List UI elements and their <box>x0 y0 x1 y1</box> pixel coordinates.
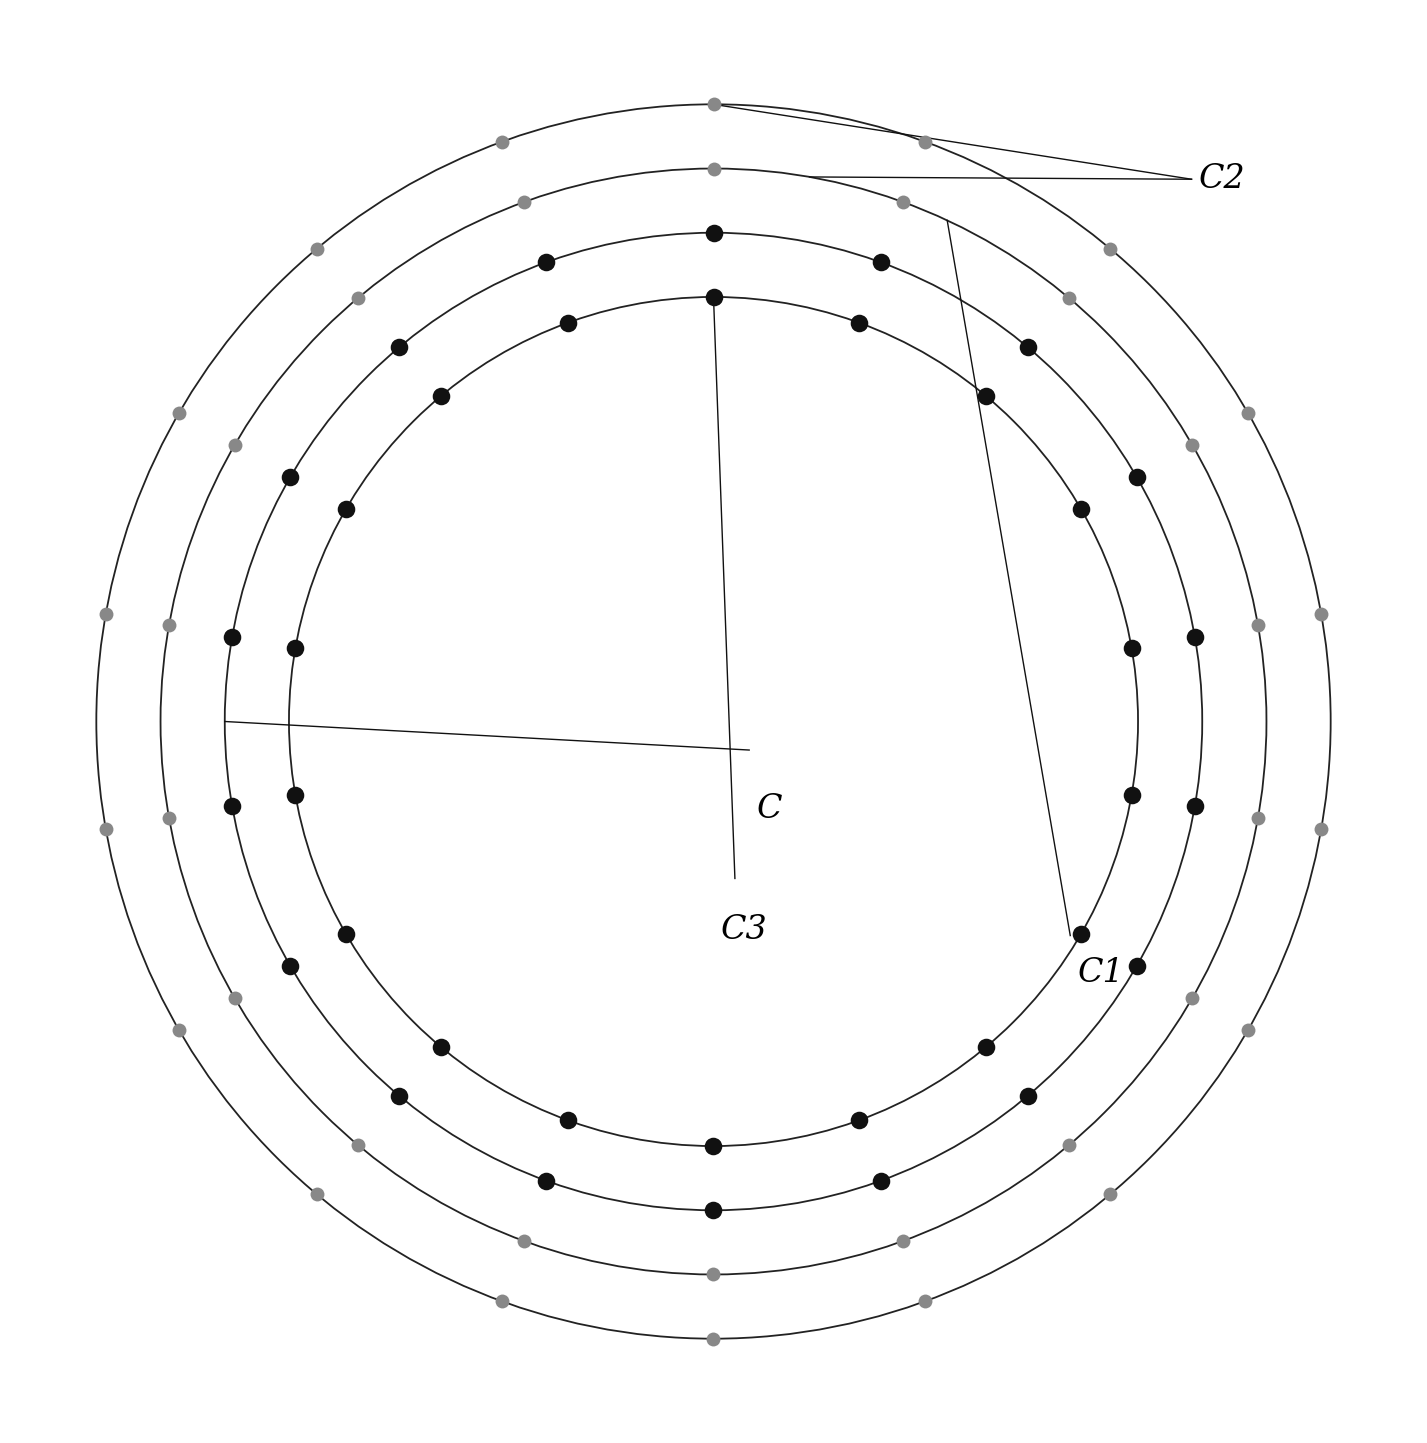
Point <box>913 1290 936 1313</box>
Point <box>1070 922 1093 945</box>
Point <box>913 130 936 153</box>
Point <box>702 221 725 244</box>
Point <box>284 636 307 659</box>
Point <box>284 784 307 807</box>
Point <box>1070 498 1093 521</box>
Point <box>557 1108 579 1131</box>
Point <box>157 613 180 636</box>
Point <box>1237 401 1260 424</box>
Point <box>869 1169 892 1192</box>
Point <box>223 987 245 1010</box>
Point <box>334 498 357 521</box>
Point <box>702 1199 725 1222</box>
Point <box>1247 613 1270 636</box>
Point <box>702 286 725 309</box>
Point <box>221 625 244 648</box>
Point <box>157 807 180 830</box>
Point <box>975 385 997 408</box>
Point <box>167 401 190 424</box>
Point <box>702 1263 725 1286</box>
Point <box>702 157 725 180</box>
Point <box>512 1229 535 1253</box>
Text: C: C <box>756 792 782 825</box>
Text: C3: C3 <box>721 915 768 947</box>
Point <box>892 1229 915 1253</box>
Point <box>1182 987 1204 1010</box>
Point <box>702 92 725 115</box>
Point <box>512 190 535 214</box>
Point <box>1310 817 1333 840</box>
Point <box>430 385 452 408</box>
Point <box>305 1183 328 1206</box>
Point <box>1182 433 1204 456</box>
Point <box>1120 636 1143 659</box>
Point <box>305 237 328 260</box>
Point <box>892 190 915 214</box>
Point <box>278 954 301 977</box>
Point <box>388 336 411 359</box>
Point <box>491 130 514 153</box>
Point <box>1120 784 1143 807</box>
Point <box>1057 286 1080 309</box>
Point <box>1099 237 1122 260</box>
Point <box>1016 336 1039 359</box>
Point <box>278 466 301 489</box>
Point <box>347 1134 370 1157</box>
Point <box>975 1035 997 1058</box>
Point <box>223 433 245 456</box>
Text: C1: C1 <box>1077 957 1124 988</box>
Point <box>1057 1134 1080 1157</box>
Point <box>221 795 244 818</box>
Point <box>1237 1019 1260 1042</box>
Point <box>430 1035 452 1058</box>
Point <box>1099 1183 1122 1206</box>
Point <box>94 817 117 840</box>
Point <box>1183 625 1206 648</box>
Point <box>347 286 370 309</box>
Point <box>848 312 870 335</box>
Point <box>535 1169 558 1192</box>
Point <box>388 1084 411 1107</box>
Point <box>491 1290 514 1313</box>
Point <box>702 1134 725 1157</box>
Point <box>1247 807 1270 830</box>
Text: C2: C2 <box>1199 163 1246 195</box>
Point <box>848 1108 870 1131</box>
Point <box>702 1328 725 1351</box>
Point <box>557 312 579 335</box>
Point <box>1126 954 1149 977</box>
Point <box>94 603 117 626</box>
Point <box>1126 466 1149 489</box>
Point <box>1310 603 1333 626</box>
Point <box>869 251 892 274</box>
Point <box>535 251 558 274</box>
Point <box>1183 795 1206 818</box>
Point <box>1016 1084 1039 1107</box>
Point <box>167 1019 190 1042</box>
Point <box>334 922 357 945</box>
